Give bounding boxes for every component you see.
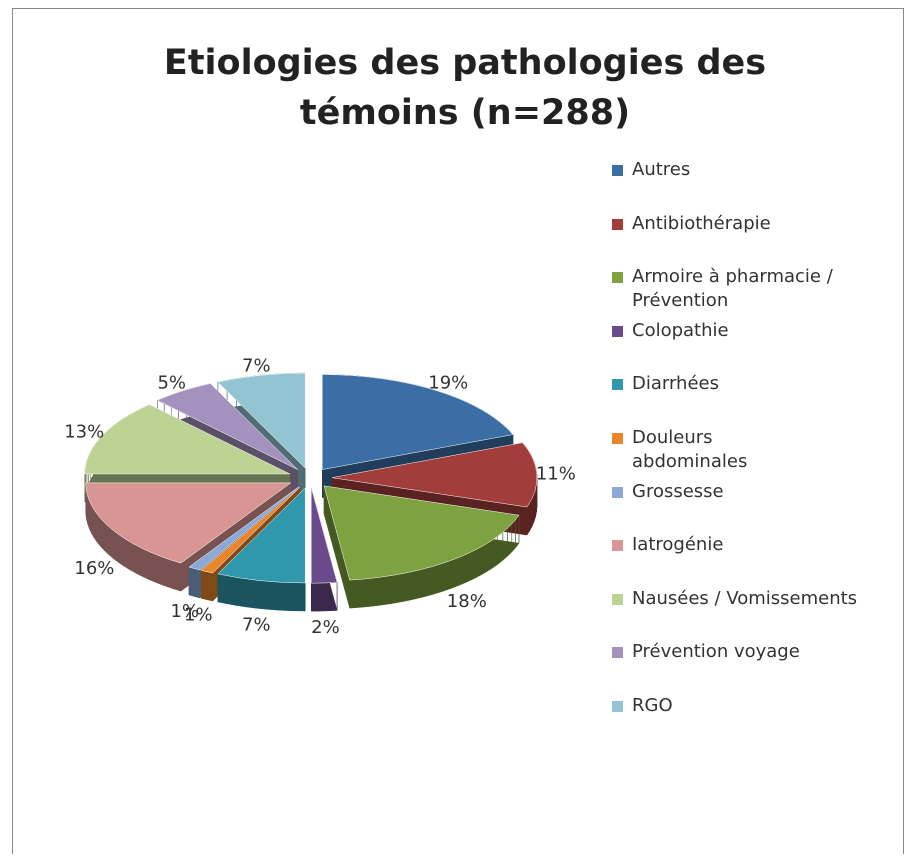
slice [85,482,292,564]
legend-item: Armoire à pharmacie / Prévention [612,265,887,313]
legend-label: Autres [632,159,691,180]
slice [331,442,538,508]
data-label: 7% [242,356,271,377]
legend-item: Douleurs abdominales [612,426,812,474]
slice [311,488,338,584]
legend-label: RGO [632,695,673,716]
slice [200,486,301,574]
legend-swatch [612,165,623,176]
data-label: 11% [536,463,576,484]
data-label: 13% [64,422,104,443]
legend-item: Prévention voyage [612,640,887,664]
legend-swatch [612,272,623,284]
data-label: 19% [428,373,468,394]
legend-label: Iatrogénie [632,534,724,556]
data-label: 7% [242,614,271,635]
legend-swatch [612,540,623,552]
legend-swatch [612,379,623,391]
legend-label: Douleurs abdominales [632,427,748,472]
slice [323,485,520,581]
slice [322,374,514,470]
legend-label: Diarrhées [632,373,719,395]
slice [217,372,306,469]
legend-item: Iatrogénie [612,533,887,557]
data-label: 1% [170,601,199,622]
legend-swatch [612,647,623,659]
legend-swatch [612,701,623,712]
slice [217,487,306,584]
legend-item: Grossesse [612,480,887,504]
slice [84,404,290,475]
legend-item: Nausées / Vomissements [612,587,887,611]
legend-item: RGO [612,694,887,718]
legend-label: Nausées / Vomissements [632,587,858,609]
data-label: 18% [447,591,487,612]
data-label: 16% [74,558,114,579]
slice [188,486,299,571]
slice [156,383,298,470]
legend-label: Prévention voyage [632,641,800,663]
legend-item: Diarrhées [612,372,887,396]
legend-swatch [612,218,623,230]
legend-item: Colopathie [612,319,887,343]
legend-label: Armoire à pharmacie / Prévention [632,266,833,312]
legend-swatch [612,325,623,337]
legend-label: Antibiothérapie [632,212,771,234]
legend-label: Grossesse [632,480,724,502]
data-label: 5% [157,373,186,394]
data-label: 2% [311,617,340,638]
legend-swatch [612,593,623,605]
legend-label: Colopathie [632,319,729,341]
chart-frame [12,8,904,854]
data-label: 1% [184,605,213,626]
legend-swatch [612,433,623,444]
legend-item: Antibiothérapie [612,212,887,236]
legend-swatch [612,486,623,498]
chart-title: Etiologies des pathologies des témoins (… [163,43,767,133]
legend-item: Autres [612,158,887,182]
